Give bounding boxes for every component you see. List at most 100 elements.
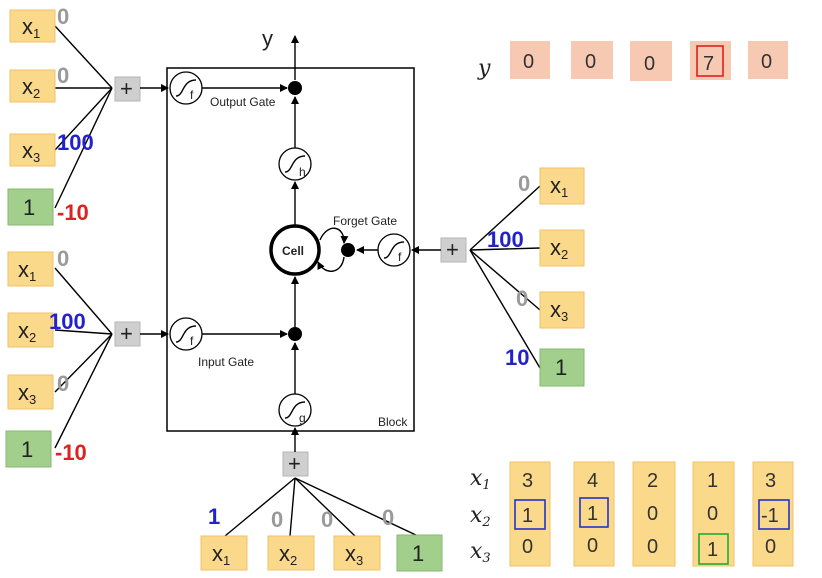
sigmoid-icon xyxy=(284,401,306,419)
output-gate-sum xyxy=(114,76,141,102)
output-highlight xyxy=(696,45,724,77)
output-value: 0 xyxy=(644,53,655,75)
weight: 1 xyxy=(208,504,220,529)
weight: 0 xyxy=(57,371,69,396)
sequence-value: 1 xyxy=(707,539,718,561)
cell-input-activation-label: g xyxy=(299,411,306,425)
sequence-row-label-x2: x2 xyxy=(470,503,491,530)
input-box-x3 xyxy=(333,535,381,571)
input-gate-node xyxy=(169,317,203,351)
output-gate-label: Output Gate xyxy=(210,95,276,109)
weight: 100 xyxy=(57,130,94,155)
cell-output-activation-label: h xyxy=(299,165,306,179)
sequence-column xyxy=(509,461,551,567)
weight: 0 xyxy=(57,246,69,271)
input-box-x2 xyxy=(9,69,56,103)
cell-output-activation-node xyxy=(278,147,312,181)
input-gate-label: Input Gate xyxy=(198,355,254,369)
sequence-value: 3 xyxy=(765,470,776,492)
output-values: 0 0 0 7 0 xyxy=(510,41,788,81)
forget-gate-label: Forget Gate xyxy=(333,214,397,228)
output-value: 0 xyxy=(523,51,534,73)
sequence-value: 0 xyxy=(587,535,598,557)
sequence-row-label-x1: x1 xyxy=(470,466,491,493)
sequence-value: 1 xyxy=(522,505,533,527)
input-box-bias xyxy=(5,430,52,468)
edge xyxy=(469,249,541,311)
edge xyxy=(469,249,541,369)
input-bias: 1 xyxy=(21,437,33,462)
sequence-value: 4 xyxy=(587,470,598,492)
input-box-x2 xyxy=(539,229,585,267)
sequence-value: -1 xyxy=(761,505,779,527)
input-multiply-node xyxy=(288,327,302,341)
edge xyxy=(294,477,419,537)
edge xyxy=(54,87,113,209)
sequence-columns: 3 1 0 4 1 0 2 0 0 1 0 1 3 -1 0 xyxy=(509,461,794,567)
sequence-value: 0 xyxy=(522,536,533,558)
edge xyxy=(294,477,356,537)
cell-recurrent-arrow-bottom xyxy=(317,256,345,272)
output-box xyxy=(571,41,613,79)
input-gate-sum xyxy=(114,321,141,347)
input-gate-activation: f xyxy=(190,334,194,348)
forget-gate-node xyxy=(377,233,411,267)
input-bias: 1 xyxy=(555,355,567,380)
output-gate-node xyxy=(169,71,203,105)
output-box xyxy=(748,41,788,79)
sigmoid-icon xyxy=(383,241,405,259)
sequence-highlight xyxy=(514,499,546,530)
sequence-value: 1 xyxy=(587,503,598,525)
forget-gate-sum-label: + xyxy=(446,237,459,262)
output-multiply-node xyxy=(288,81,302,95)
sequence-value: 0 xyxy=(647,503,658,525)
output-value: 0 xyxy=(761,51,772,73)
input-box-x2 xyxy=(267,535,315,571)
output-y-label: y xyxy=(262,26,273,51)
cell-label: Cell xyxy=(282,244,304,258)
sequence-highlight xyxy=(758,499,790,530)
edge xyxy=(54,333,113,449)
weight: 10 xyxy=(505,345,529,370)
output-box xyxy=(630,41,672,81)
output-gate-sum-label: + xyxy=(120,76,133,101)
output-row-label: y xyxy=(477,56,491,81)
edge xyxy=(54,87,113,151)
forget-gate-activation: f xyxy=(398,250,402,264)
weight: 100 xyxy=(49,309,86,334)
edge xyxy=(54,333,113,393)
input-box-x1 xyxy=(9,9,56,43)
output-value: 0 xyxy=(585,51,596,73)
output-box xyxy=(510,41,550,79)
sequence-column xyxy=(692,461,735,567)
weight: 0 xyxy=(518,171,530,196)
cell-recurrent-arrow-top xyxy=(319,227,349,244)
input-box-x3 xyxy=(9,133,56,167)
tanh-icon xyxy=(284,155,306,173)
weight: 0 xyxy=(271,507,283,532)
sequence-value: 3 xyxy=(522,470,533,492)
sequence-highlight xyxy=(698,533,729,565)
sequence-value: 1 xyxy=(707,470,718,492)
sequence-highlight xyxy=(579,497,609,528)
input-box-x1 xyxy=(539,167,585,205)
output-gate-activation: f xyxy=(190,88,194,102)
block-label: Block xyxy=(378,415,408,429)
edge xyxy=(54,267,113,335)
forget-multiply-node xyxy=(341,243,355,257)
edge xyxy=(224,477,296,537)
weight: 0 xyxy=(57,63,69,88)
input-box-x1 xyxy=(7,251,54,287)
sequence-value: 0 xyxy=(647,536,658,558)
sequence-value: 2 xyxy=(647,470,658,492)
input-box-bias xyxy=(539,348,585,387)
edge xyxy=(54,25,113,89)
sigmoid-icon xyxy=(175,325,197,343)
sequence-row-label-x3: x3 xyxy=(470,539,491,566)
input-box-x1 xyxy=(200,535,248,571)
edge xyxy=(289,477,296,537)
cell-input-activation-node xyxy=(278,393,312,427)
input-box-bias xyxy=(7,188,54,226)
